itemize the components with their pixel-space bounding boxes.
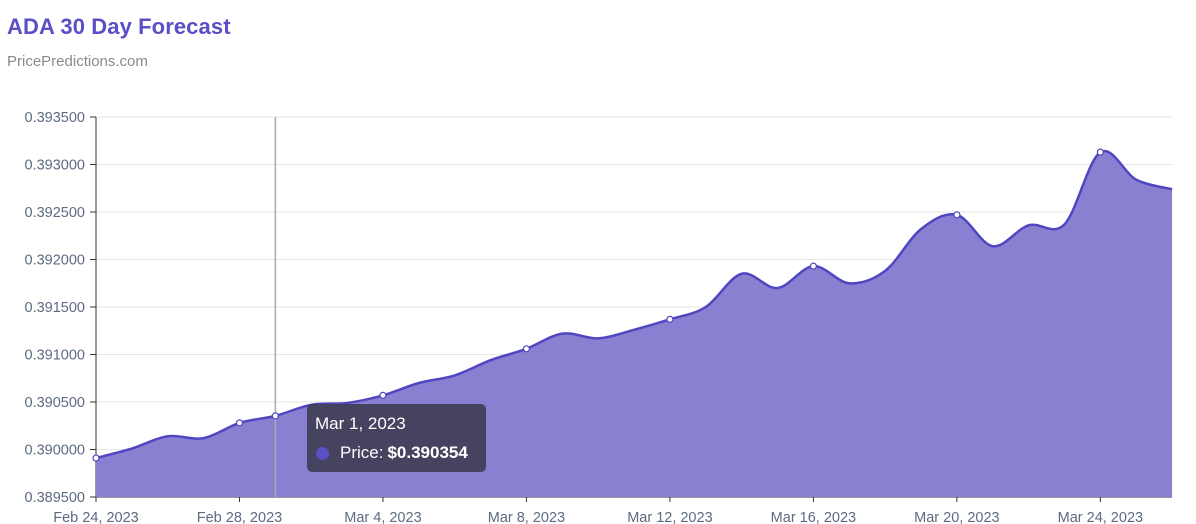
y-tick-label: 0.390000 <box>25 443 85 459</box>
tooltip-date: Mar 1, 2023 <box>315 414 406 433</box>
data-point[interactable] <box>379 391 387 399</box>
chart-subtitle: PricePredictions.com <box>7 53 148 70</box>
chart-tooltip: Mar 1, 2023 Price: $0.390354 <box>307 404 486 472</box>
data-point[interactable] <box>666 315 674 323</box>
y-tick-label: 0.391000 <box>25 348 85 364</box>
y-tick-label: 0.390500 <box>25 395 85 411</box>
y-tick-label: 0.392500 <box>25 205 85 221</box>
tooltip-value: $0.390354 <box>387 443 468 462</box>
x-tick-label: Mar 24, 2023 <box>1058 510 1143 524</box>
x-tick-label: Feb 28, 2023 <box>197 510 282 524</box>
data-point[interactable] <box>235 419 244 427</box>
y-tick-label: 0.389500 <box>25 490 85 506</box>
y-tick-label: 0.391500 <box>25 300 85 316</box>
tooltip-price-row: Price: $0.390354 <box>315 443 478 463</box>
data-point[interactable] <box>809 262 818 270</box>
x-tick-label: Mar 12, 2023 <box>627 510 712 524</box>
data-point[interactable] <box>953 211 961 219</box>
y-tick-label: 0.393000 <box>25 158 85 174</box>
data-point[interactable] <box>1096 148 1104 156</box>
x-axis: Feb 24, 2023 Feb 28, 2023 Mar 4, 2023 Mar 8… <box>53 496 1172 524</box>
series-dot-icon <box>316 446 329 460</box>
x-tick-label: Mar 20, 2023 <box>914 510 999 524</box>
x-tick-label: Feb 24, 2023 <box>53 510 138 524</box>
data-point[interactable] <box>92 454 100 462</box>
data-point[interactable] <box>271 412 279 420</box>
y-tick-label: 0.393500 <box>25 110 85 126</box>
x-tick-label: Mar 8, 2023 <box>488 510 565 524</box>
data-point[interactable] <box>522 345 531 353</box>
x-tick-label: Mar 4, 2023 <box>344 510 421 524</box>
y-tick-label: 0.392000 <box>25 253 85 269</box>
tooltip-label: Price: <box>340 443 384 462</box>
y-axis: 0.393500 0.393000 0.392500 0.392000 0.391500… <box>25 110 97 506</box>
data-points <box>92 148 1104 462</box>
chart-title: ADA 30 Day Forecast <box>7 14 231 39</box>
price-area <box>96 150 1173 498</box>
x-tick-label: Mar 16, 2023 <box>771 510 856 524</box>
